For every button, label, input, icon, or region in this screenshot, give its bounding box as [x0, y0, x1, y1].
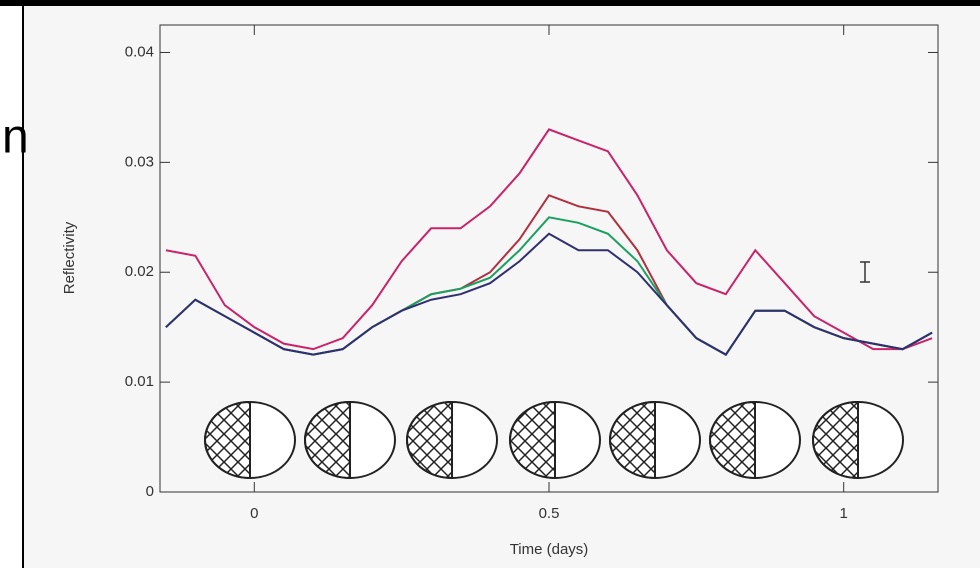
oval-hatch	[709, 400, 756, 480]
oval-hatch	[406, 400, 453, 480]
oval-hatch	[204, 400, 251, 480]
oval-hatch	[509, 400, 556, 480]
y-tick-label: 0.03	[125, 153, 154, 170]
y-tick-label: 0.01	[125, 373, 154, 390]
oval-hatch	[812, 400, 859, 480]
oval-hatch	[609, 400, 656, 480]
series-line	[165, 232, 933, 356]
x-tick-label: 0.5	[539, 505, 560, 522]
left-margin	[0, 6, 22, 568]
x-tick-label: 0	[250, 505, 258, 522]
plot: 0 0.01 0.02 0.03 0.04 0 0.5 1	[125, 25, 938, 522]
oval-hatch	[304, 400, 351, 480]
series-line	[165, 128, 933, 351]
side-text: n	[2, 111, 29, 164]
x-axis-label: Time (days)	[510, 541, 589, 558]
y-tick-label: 0	[146, 483, 154, 500]
background	[24, 6, 980, 568]
y-tick-label: 0.04	[125, 43, 154, 60]
y-tick-label: 0.02	[125, 263, 154, 280]
y-axis-label: Reflectivity	[61, 221, 78, 294]
ovals	[204, 400, 904, 480]
error-bar-glyph	[860, 261, 870, 283]
x-tick-label: 1	[840, 505, 848, 522]
